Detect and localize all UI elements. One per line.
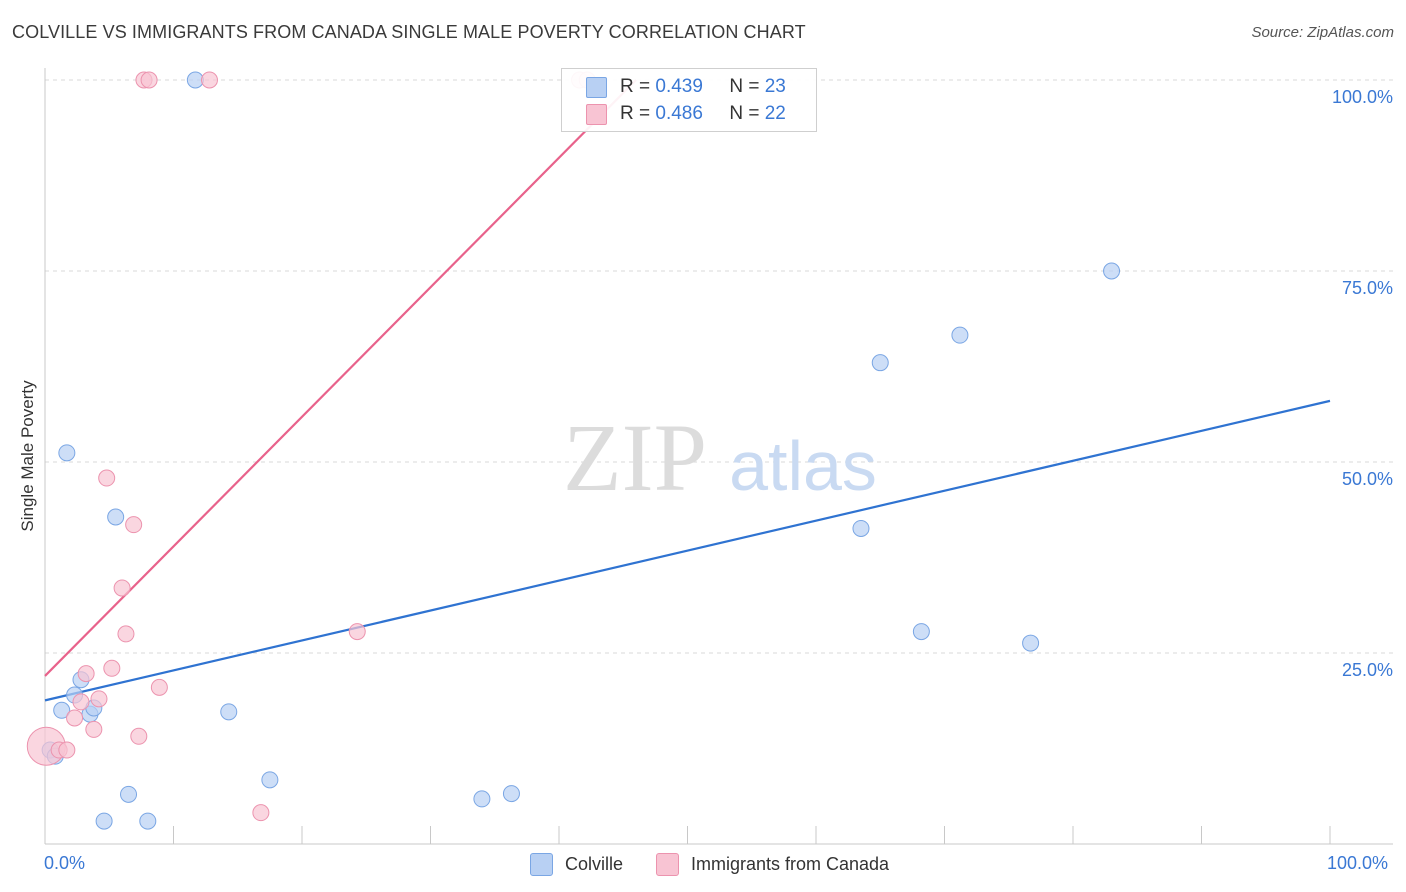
canada-point: [348, 623, 366, 641]
colville-point: [852, 519, 870, 537]
scatter-points: [26, 71, 1121, 830]
watermark-atlas: atlas: [729, 427, 877, 505]
legend-n-value: 22: [764, 103, 786, 124]
canada-point: [58, 741, 76, 759]
y-tick-label-25: 25.0%: [1341, 660, 1393, 680]
x-tick-label-max: 100.0%: [1327, 853, 1389, 873]
legend-n-label: N =: [729, 103, 760, 124]
legend-label-canada: Immigrants from Canada: [691, 853, 890, 874]
colville-point: [502, 785, 520, 803]
colville-swatch: [586, 76, 607, 98]
colville-point: [186, 71, 204, 89]
canada-point: [113, 579, 131, 597]
gridlines: [45, 79, 1393, 654]
axes: [44, 68, 1393, 845]
y-tick-label-100: 100.0%: [1331, 87, 1393, 107]
canada-point: [117, 625, 135, 643]
stats-legend: R = 0.439 N = 23 R = 0.486 N = 22: [561, 68, 817, 132]
canada-point: [85, 720, 103, 738]
legend-n-value: 23: [764, 76, 786, 97]
legend-r-value: 0.486: [655, 103, 703, 124]
chart-title: COLVILLE VS IMMIGRANTS FROM CANADA SINGL…: [12, 22, 806, 42]
canada-trend-line: [44, 79, 637, 677]
watermark: ZIP atlas: [563, 404, 877, 511]
legend-r-label: R =: [620, 103, 651, 124]
canada-point: [66, 709, 84, 727]
canada-point: [125, 516, 143, 534]
colville-point: [139, 812, 157, 830]
y-tick-label-75: 75.0%: [1341, 278, 1393, 298]
legend-r-value: 0.439: [655, 76, 703, 97]
canada-point: [98, 469, 116, 487]
canada-point: [140, 71, 158, 89]
trend-lines: [44, 79, 1331, 702]
canada-point: [77, 665, 95, 683]
x-tick-label-min: 0.0%: [44, 853, 86, 873]
y-tick-label-50: 50.0%: [1341, 469, 1393, 489]
watermark-zip: ZIP: [563, 404, 707, 511]
canada-swatch: [586, 103, 607, 125]
canada-point: [130, 727, 148, 745]
colville-point: [120, 785, 138, 803]
canada-point: [72, 693, 90, 711]
colville-point: [1103, 262, 1121, 280]
colville-trend-line: [44, 399, 1331, 702]
colville-point: [871, 354, 889, 372]
source-credit: Source: ZipAtlas.com: [1251, 24, 1394, 41]
legend-label-colville: Colville: [565, 853, 624, 874]
colville-point: [261, 771, 279, 789]
colville-point: [473, 790, 491, 808]
canada-point: [90, 690, 108, 708]
legend-item-colville[interactable]: Colville: [530, 852, 623, 876]
legend-r-label: R =: [620, 76, 651, 97]
legend-n-label: N =: [729, 76, 760, 97]
colville-point: [951, 326, 969, 344]
colville-swatch: [530, 852, 553, 876]
colville-point: [1022, 634, 1040, 652]
colville-point: [58, 444, 76, 462]
canada-point: [103, 659, 121, 677]
colville-point: [95, 812, 113, 830]
colville-point: [53, 701, 71, 719]
legend-item-canada[interactable]: Immigrants from Canada: [656, 852, 889, 876]
colville-point: [107, 508, 125, 526]
canada-point: [252, 804, 270, 822]
canada-point: [150, 678, 168, 696]
canada-point: [200, 71, 218, 89]
colville-point: [912, 623, 930, 641]
colville-point: [220, 703, 238, 721]
y-axis-label: Single Male Poverty: [18, 380, 37, 532]
canada-swatch: [656, 852, 679, 876]
